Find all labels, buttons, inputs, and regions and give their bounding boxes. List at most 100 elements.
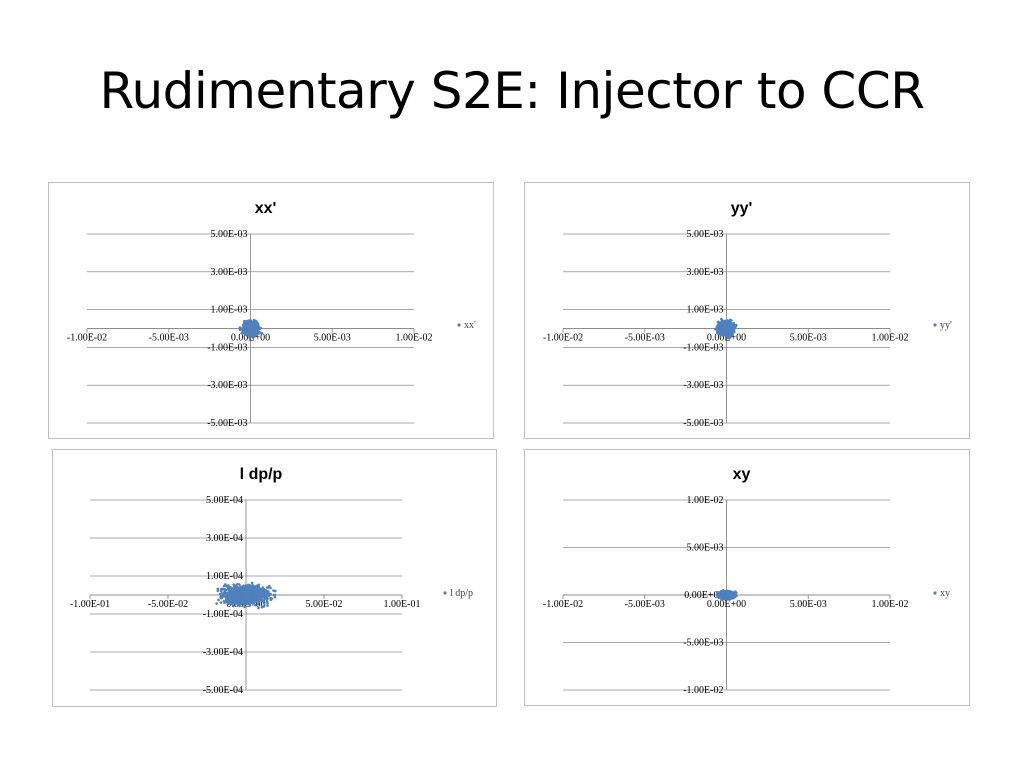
x-tick-label-xy-4: 1.00E-02 (872, 599, 909, 610)
point-ldpp-513 (274, 589, 277, 593)
y-tick-label-ldpp-4: -3.00E-04 (203, 647, 243, 658)
point-ldpp-246 (216, 587, 220, 591)
point-ldpp-826 (256, 596, 260, 600)
point-xy-389 (718, 592, 722, 595)
point-xx-177 (248, 336, 251, 339)
point-yy-173 (732, 330, 736, 334)
legend-label-ldpp: l dp/p (450, 588, 473, 599)
x-tick-label-xx-1: -5.00E-03 (149, 333, 189, 344)
point-xx-155 (260, 331, 264, 335)
point-yy-588 (728, 330, 732, 334)
point-ldpp-776 (247, 583, 250, 587)
point-ldpp-858 (266, 604, 269, 607)
y-tick-label-xy-3: -5.00E-03 (683, 638, 723, 649)
point-ldpp-470 (232, 604, 235, 608)
series-yy (714, 317, 738, 340)
point-ldpp-897 (264, 592, 268, 596)
legend-marker-xx (457, 323, 461, 327)
chart-title-yy: yy' (731, 200, 753, 217)
x-tick-label-xx-3: 5.00E-03 (314, 333, 351, 344)
point-ldpp-861 (223, 590, 227, 593)
x-tick-label-yy-1: -5.00E-03 (625, 333, 665, 344)
point-xx-54 (238, 326, 242, 329)
point-yy-467 (721, 320, 724, 324)
point-ldpp-595 (239, 602, 243, 606)
point-yy-322 (730, 319, 733, 322)
point-ldpp-864 (236, 599, 239, 602)
point-ldpp-893 (244, 591, 247, 594)
chart-svg-ldpp: l dp/p-1.00E-01-5.00E-020.00E+005.00E-02… (70, 466, 473, 696)
point-xx-589 (252, 324, 256, 328)
point-ldpp-865 (248, 599, 252, 603)
point-xx-596 (250, 328, 254, 331)
point-xx-557 (245, 326, 249, 329)
point-ldpp-883 (231, 598, 235, 601)
y-tick-label-yy-0: 5.00E-03 (687, 229, 724, 240)
point-yy-512 (724, 335, 728, 338)
y-tick-label-yy-1: 3.00E-03 (687, 267, 724, 278)
point-ldpp-461 (218, 592, 222, 596)
point-xx-572 (247, 330, 251, 334)
point-yy-594 (726, 327, 729, 331)
point-ldpp-879 (221, 595, 225, 598)
legend-label-yy: yy' (940, 320, 952, 331)
x-tick-label-ldpp-0: -1.00E-01 (70, 599, 110, 610)
point-ldpp-899 (234, 591, 238, 595)
point-ldpp-698 (257, 586, 260, 589)
point-ldpp-873 (252, 595, 255, 598)
point-xy-499 (729, 593, 732, 596)
y-tick-label-xx-3: -1.00E-03 (207, 342, 247, 353)
point-ldpp-846 (217, 598, 220, 602)
point-ldpp-689 (225, 584, 229, 588)
point-xy-493 (725, 593, 729, 596)
legend-label-xy: xy (940, 588, 950, 599)
y-tick-label-ldpp-5: -5.00E-04 (203, 685, 243, 696)
point-ldpp-859 (219, 595, 222, 599)
x-tick-label-xx-4: 1.00E-02 (396, 333, 433, 344)
chart-panel-yy: yy' -1.00E-02 -5.00E-03 0.00E+00 5.00E-03 1.0… (524, 182, 970, 439)
legend-marker-xy (933, 591, 937, 595)
series-xx (238, 318, 264, 339)
point-ldpp-894 (262, 599, 266, 602)
legend-marker-ldpp (443, 591, 447, 595)
point-yy-381 (726, 336, 730, 340)
point-ldpp-705 (222, 600, 226, 603)
point-yy-595 (728, 323, 732, 327)
point-xy-485 (731, 593, 734, 596)
y-tick-label-xy-1: 5.00E-03 (687, 543, 724, 554)
y-tick-label-xx-0: 5.00E-03 (211, 229, 248, 240)
point-ldpp-511 (256, 602, 260, 606)
point-yy-372 (719, 333, 722, 337)
x-tick-label-ldpp-1: -5.00E-02 (148, 599, 188, 610)
point-ldpp-872 (252, 598, 256, 602)
point-xx-481 (250, 335, 254, 339)
chart-svg-xy: xy -1.00E-02 -5.00E-03 0.00E+00 5.00E-03 1.00… (543, 466, 950, 696)
point-ldpp-465 (232, 583, 235, 586)
point-ldpp-7 (250, 581, 254, 585)
point-ldpp-869 (247, 592, 251, 596)
point-xy-496 (718, 595, 722, 599)
x-tick-label-yy-4: 1.00E-02 (872, 333, 909, 344)
legend-label-xx: xx' (464, 320, 476, 331)
x-tick-label-yy-3: 5.00E-03 (790, 333, 827, 344)
point-ldpp-464 (257, 606, 260, 610)
point-yy-578 (724, 321, 727, 324)
point-xx-573 (245, 319, 249, 323)
point-xx-592 (255, 322, 258, 326)
point-yy-499 (717, 321, 721, 325)
y-tick-label-yy-5: -5.00E-03 (683, 418, 723, 429)
y-tick-label-yy-2: 1.00E-03 (687, 305, 724, 316)
point-yy-576 (725, 324, 729, 327)
point-xy-183 (720, 598, 724, 601)
x-tick-label-xy-2: 0.00E+00 (707, 599, 746, 610)
point-ldpp-700 (215, 602, 218, 605)
y-tick-label-ldpp-2: 1.00E-04 (206, 571, 243, 582)
x-tick-label-ldpp-3: 5.00E-02 (306, 599, 343, 610)
point-ldpp-887 (228, 600, 232, 604)
point-ldpp-772 (232, 595, 235, 599)
point-ldpp-819 (259, 594, 262, 597)
point-yy-596 (721, 324, 724, 327)
point-ldpp-896 (234, 586, 238, 590)
point-yy-336 (734, 324, 738, 327)
point-ldpp-821 (268, 593, 271, 596)
